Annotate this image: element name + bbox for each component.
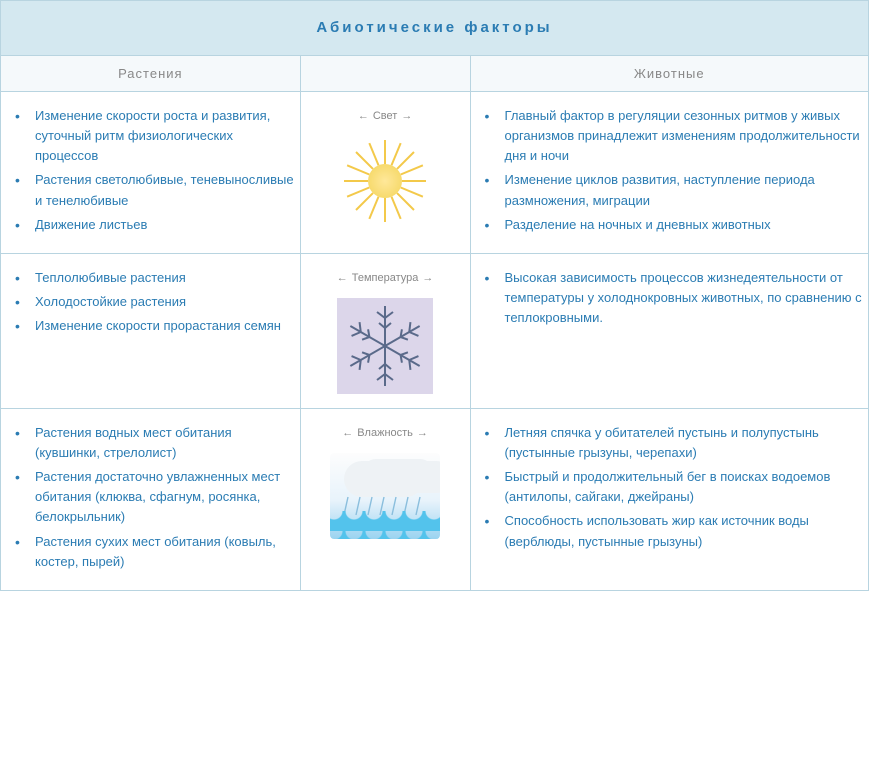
list-item: Растения достаточно увлажненных мест оби… [29,467,294,527]
factor-row: Растения водных мест обитания (кувшинки,… [1,408,869,590]
header-factor-empty [300,56,470,92]
list-item: Растения светолюбивые, теневыносливые и … [29,170,294,210]
animals-cell: Летняя спячка у обитателей пустынь и пол… [470,408,868,590]
abiotic-factors-table: Абиотические факторы Растения Животные И… [0,0,869,591]
list-item: Движение листьев [29,215,294,235]
factor-cell: Свет [300,92,470,254]
table-title: Абиотические факторы [316,19,552,36]
factor-label: Температура [337,272,434,284]
list-item: Растения сухих мест обитания (ковыль, ко… [29,532,294,572]
list-item: Летняя спячка у обитателей пустынь и пол… [499,423,862,463]
header-plants: Растения [118,66,183,81]
factor-label: Влажность [342,427,428,439]
snowflake-icon [337,298,433,394]
header-row: Растения Животные [1,56,869,92]
plants-cell: Теплолюбивые растения Холодостойкие расте… [1,253,301,408]
list-item: Высокая зависимость процессов жизнедеяте… [499,268,862,328]
list-item: Быстрый и продолжительный бег в поисках … [499,467,862,507]
sun-icon [340,136,430,226]
list-item: Способность использовать жир как источни… [499,511,862,551]
list-item: Изменение скорости роста и развития, сут… [29,106,294,166]
animals-cell: Главный фактор в регуляции сезонных ритм… [470,92,868,254]
animals-cell: Высокая зависимость процессов жизнедеяте… [470,253,868,408]
factor-label: Свет [358,110,412,122]
header-animals: Животные [634,66,705,81]
humidity-icon [330,453,440,539]
factor-cell: Температура [300,253,470,408]
list-item: Холодостойкие растения [29,292,294,312]
list-item: Изменение циклов развития, наступление п… [499,170,862,210]
plants-cell: Изменение скорости роста и развития, сут… [1,92,301,254]
list-item: Главный фактор в регуляции сезонных ритм… [499,106,862,166]
list-item: Разделение на ночных и дневных животных [499,215,862,235]
list-item: Теплолюбивые растения [29,268,294,288]
factor-cell: Влажность [300,408,470,590]
factor-row: Изменение скорости роста и развития, сут… [1,92,869,254]
list-item: Растения водных мест обитания (кувшинки,… [29,423,294,463]
plants-cell: Растения водных мест обитания (кувшинки,… [1,408,301,590]
factor-row: Теплолюбивые растения Холодостойкие расте… [1,253,869,408]
title-row: Абиотические факторы [1,1,869,56]
list-item: Изменение скорости прорастания семян [29,316,294,336]
